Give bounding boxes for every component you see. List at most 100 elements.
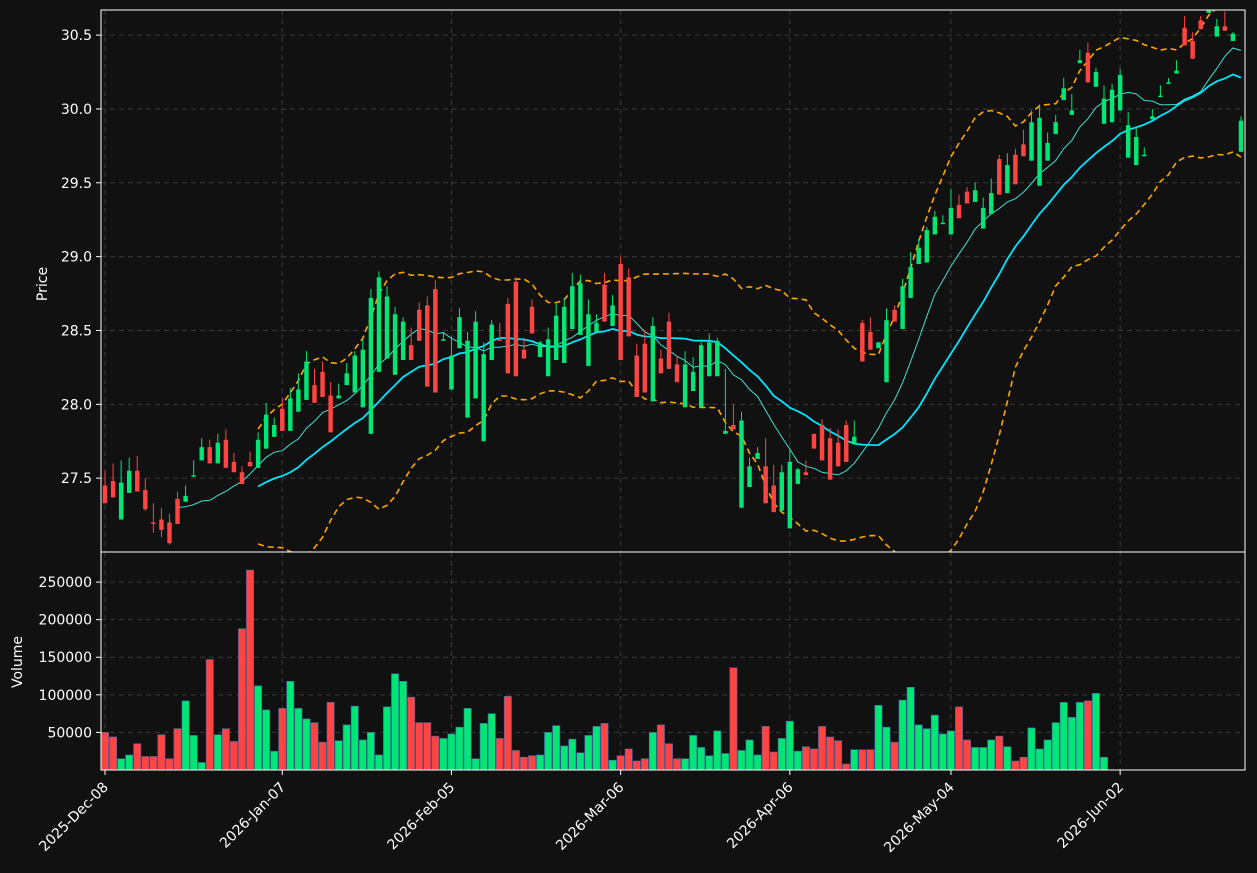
candle (674, 355, 680, 383)
volume-bar (624, 748, 633, 771)
volume-bar (632, 760, 641, 771)
candle-body (779, 472, 784, 511)
volume-bar (101, 732, 109, 771)
candle-body (135, 470, 140, 492)
candle-body (553, 315, 559, 361)
volume-bar (721, 753, 730, 771)
volume-bar (914, 724, 923, 771)
candle-body (376, 277, 382, 372)
candle-body (1045, 142, 1050, 161)
volume-tick-label: 150000 (39, 650, 92, 666)
volume-bar (689, 735, 698, 771)
indicator-lines (177, 10, 1242, 552)
candle (787, 448, 793, 529)
volume-bar (511, 750, 520, 771)
volume-bar (971, 747, 980, 771)
candle-body (884, 320, 889, 383)
volume-bar (592, 726, 601, 771)
candle-body (586, 314, 591, 366)
candle (1053, 114, 1058, 135)
volume-bar (729, 667, 738, 771)
candle-body (1069, 110, 1075, 115)
volume-bar (648, 732, 657, 771)
candle (545, 327, 551, 377)
candle (288, 388, 293, 431)
price-axis-label: Price (35, 267, 51, 301)
candle-body (191, 475, 196, 477)
candle-body (634, 355, 639, 397)
candle-body (529, 306, 535, 334)
candle-body (924, 230, 929, 263)
volume-bar (576, 752, 585, 771)
candle (723, 368, 728, 434)
candle (441, 331, 446, 341)
candle (465, 331, 470, 418)
volume-bar (947, 730, 955, 771)
volume-bar (552, 725, 561, 771)
candle (803, 460, 809, 476)
price-tick-label: 28.5 (61, 323, 92, 339)
candle (835, 429, 841, 467)
candle-body (900, 286, 905, 329)
candle (755, 447, 760, 459)
candle-body (344, 373, 349, 386)
candle (1093, 67, 1099, 87)
price-plot-area (101, 10, 1245, 552)
candle-body (143, 489, 148, 510)
candle-body (739, 420, 744, 508)
candle (964, 187, 970, 204)
candle (771, 464, 776, 513)
volume-bar (528, 755, 536, 771)
candle-body (1109, 89, 1115, 123)
candle-body (425, 305, 430, 387)
volume-bar (785, 720, 794, 771)
candle-body (167, 522, 172, 544)
candle-body (843, 424, 849, 462)
volume-bar (197, 762, 206, 771)
volume-bar (447, 733, 456, 771)
volume-bar (342, 724, 351, 771)
candle (392, 306, 398, 375)
candle-body (650, 326, 656, 402)
candle (457, 308, 462, 349)
candle-body (505, 303, 511, 374)
volume-bar (1035, 748, 1044, 771)
volume-bar (793, 750, 802, 771)
candle (344, 362, 349, 386)
volume-bar (181, 700, 190, 771)
candle (1061, 77, 1066, 101)
volume-bar (568, 738, 577, 771)
candle (795, 467, 801, 485)
x-tick-label: 2026-Jan-07 (217, 780, 289, 852)
volume-bar (1059, 702, 1068, 771)
candle-body (771, 485, 776, 513)
volume-bar (842, 763, 851, 771)
candle (900, 278, 905, 329)
volume-tick-label: 250000 (39, 575, 92, 591)
volume-bar (769, 751, 778, 771)
candle-body (666, 321, 672, 369)
candle (626, 268, 631, 337)
candle (1190, 32, 1195, 59)
volume-bar (1083, 700, 1092, 771)
candle (956, 194, 962, 219)
candle-body (707, 342, 712, 377)
candle-body (1222, 26, 1228, 31)
candle-body (602, 284, 607, 322)
volume-bar (149, 756, 158, 771)
candle-body (271, 424, 277, 437)
volume-bar (906, 687, 915, 771)
volume-bar (1027, 727, 1036, 771)
candle-body (1125, 125, 1131, 158)
volume-bar (487, 713, 496, 771)
candle-body (288, 398, 293, 431)
candle (618, 256, 623, 361)
volume-bar (125, 754, 134, 771)
upper-band-line (257, 10, 1216, 430)
volume-bar (705, 755, 714, 771)
volume-bar (230, 741, 238, 771)
volume-bar (737, 750, 746, 771)
volume-bar (713, 730, 722, 771)
candle (271, 417, 277, 437)
candle-body (956, 204, 962, 219)
